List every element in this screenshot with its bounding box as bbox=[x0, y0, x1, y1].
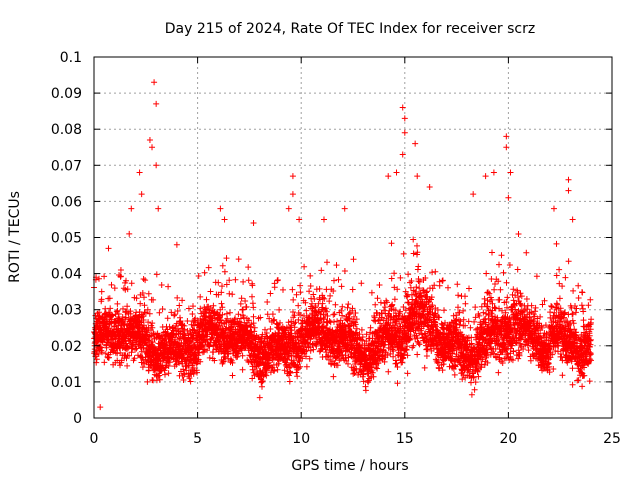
roti-point bbox=[136, 169, 143, 176]
roti-point bbox=[128, 205, 135, 212]
roti-point bbox=[505, 194, 512, 201]
y-tick-label: 0.05 bbox=[51, 231, 82, 247]
roti-point bbox=[399, 104, 406, 111]
roti-point bbox=[126, 230, 133, 237]
roti-point bbox=[289, 191, 296, 198]
roti-point bbox=[151, 79, 158, 86]
roti-point bbox=[153, 100, 160, 107]
y-tick-label: 0 bbox=[73, 411, 82, 427]
y-axis-label: ROTI / TECUs bbox=[7, 191, 23, 283]
roti-point bbox=[414, 173, 421, 180]
x-tick-labels: 0 5 10 15 20 25 bbox=[90, 431, 621, 447]
roti-point bbox=[117, 266, 124, 273]
y-tick-labels: 0 0.01 0.02 0.03 0.04 0.05 0.06 0.07 0.08 0.09 0.1 bbox=[51, 50, 82, 427]
roti-point bbox=[146, 137, 153, 144]
x-tick-label: 25 bbox=[603, 431, 621, 447]
roti-point bbox=[217, 205, 224, 212]
y-tick-label: 0.04 bbox=[51, 267, 82, 283]
axis-ticks bbox=[93, 56, 613, 419]
x-axis-label: GPS time / hours bbox=[291, 458, 408, 474]
roti-point bbox=[289, 173, 296, 180]
roti-point bbox=[401, 129, 408, 136]
y-tick-label: 0.09 bbox=[51, 86, 82, 102]
roti-point bbox=[250, 220, 257, 227]
roti-point bbox=[426, 183, 433, 190]
roti-point bbox=[149, 144, 156, 151]
roti-point bbox=[153, 162, 160, 169]
roti-point bbox=[470, 191, 477, 198]
roti-point bbox=[507, 169, 514, 176]
x-tick-label: 0 bbox=[90, 431, 99, 447]
x-tick-label: 5 bbox=[193, 431, 202, 447]
roti-point bbox=[550, 205, 557, 212]
roti-point bbox=[173, 241, 180, 248]
x-tick-label: 10 bbox=[292, 431, 310, 447]
roti-point bbox=[285, 205, 292, 212]
roti-point bbox=[569, 216, 576, 223]
roti-point bbox=[503, 144, 510, 151]
y-tick-label: 0.02 bbox=[51, 339, 82, 355]
roti-point bbox=[393, 169, 400, 176]
y-tick-label: 0.08 bbox=[51, 122, 82, 138]
x-tick-label: 20 bbox=[499, 431, 517, 447]
roti-point bbox=[341, 205, 348, 212]
roti-point bbox=[482, 173, 489, 180]
roti-point bbox=[565, 187, 572, 194]
roti-point bbox=[296, 216, 303, 223]
roti-point bbox=[155, 205, 162, 212]
roti-point bbox=[97, 404, 104, 411]
roti-point bbox=[105, 245, 112, 252]
roti-point bbox=[503, 133, 510, 140]
roti-point bbox=[385, 173, 392, 180]
y-tick-label: 0.07 bbox=[51, 158, 82, 174]
x-tick-label: 15 bbox=[396, 431, 414, 447]
y-tick-label: 0.1 bbox=[60, 50, 82, 66]
chart-title: Day 215 of 2024, Rate Of TEC Index for r… bbox=[165, 21, 535, 37]
roti-point bbox=[221, 216, 228, 223]
roti-point bbox=[412, 140, 419, 147]
y-tick-label: 0.06 bbox=[51, 194, 82, 210]
roti-point bbox=[320, 216, 327, 223]
y-tick-label: 0.01 bbox=[51, 375, 82, 391]
roti-point bbox=[138, 191, 145, 198]
roti-point bbox=[399, 151, 406, 158]
y-tick-label: 0.03 bbox=[51, 303, 82, 319]
roti-point bbox=[565, 176, 572, 183]
roti-point bbox=[490, 169, 497, 176]
roti-point bbox=[401, 115, 408, 122]
